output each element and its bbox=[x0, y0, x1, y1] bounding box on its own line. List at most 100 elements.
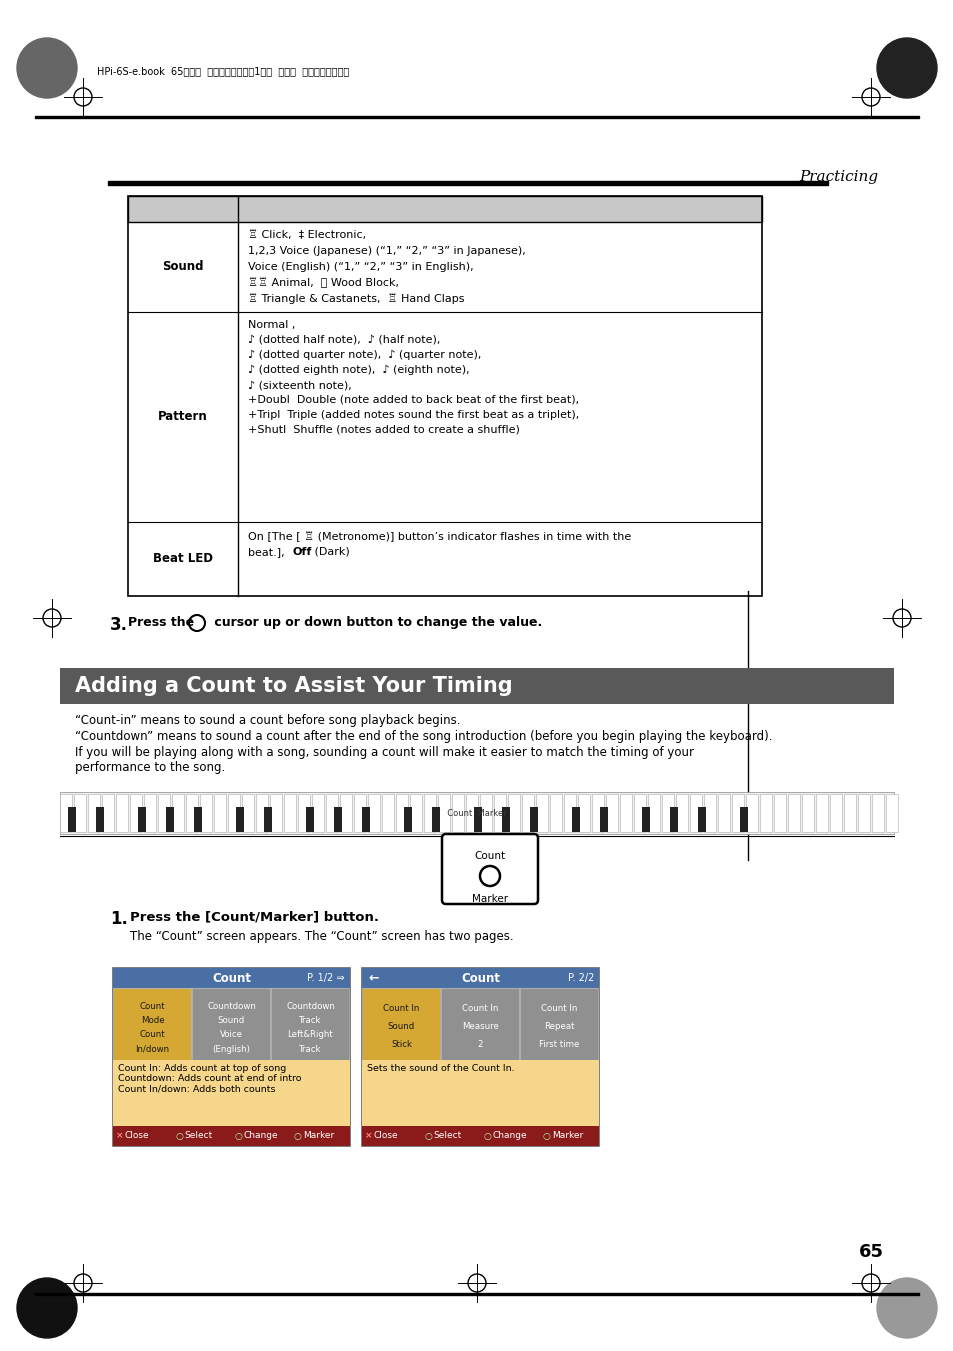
Bar bbox=[361, 807, 370, 832]
Text: Track: Track bbox=[299, 1016, 321, 1025]
Bar bbox=[313, 794, 324, 832]
Bar bbox=[774, 794, 785, 832]
Text: Count: Count bbox=[460, 971, 499, 985]
Text: 2: 2 bbox=[477, 1040, 483, 1050]
Bar bbox=[466, 794, 478, 832]
Text: P. 1/2 ⇒: P. 1/2 ⇒ bbox=[307, 973, 345, 984]
Bar bbox=[229, 794, 240, 832]
Bar bbox=[432, 807, 439, 832]
Bar bbox=[35, 115, 918, 118]
Text: (English): (English) bbox=[213, 1044, 251, 1054]
Bar bbox=[112, 969, 350, 1146]
Text: Countdown: Countdown bbox=[286, 1001, 335, 1011]
Bar bbox=[326, 794, 338, 832]
Text: ○: ○ bbox=[542, 1132, 550, 1140]
Bar bbox=[872, 794, 883, 832]
Text: Setting: Setting bbox=[248, 203, 296, 216]
Bar bbox=[858, 794, 869, 832]
Bar bbox=[641, 807, 649, 832]
Text: HPi-6S-e.book  65ページ  ２００７年１１月1９日  月曜日  午前１０晎３６分: HPi-6S-e.book 65ページ ２００７年１１月1９日 月曜日 午前１０… bbox=[97, 66, 349, 76]
Bar bbox=[186, 794, 198, 832]
Bar bbox=[788, 794, 800, 832]
Bar bbox=[592, 794, 604, 832]
Bar bbox=[830, 794, 841, 832]
Text: Press the: Press the bbox=[128, 616, 198, 630]
Bar bbox=[578, 794, 590, 832]
Text: Beat LED: Beat LED bbox=[152, 553, 213, 566]
Text: 1.: 1. bbox=[110, 911, 128, 928]
Bar bbox=[885, 794, 898, 832]
Text: Measure: Measure bbox=[461, 1023, 498, 1031]
Text: The “Count” screen appears. The “Count” screen has two pages.: The “Count” screen appears. The “Count” … bbox=[130, 929, 513, 943]
Bar bbox=[112, 1125, 350, 1146]
Bar bbox=[740, 807, 747, 832]
Bar bbox=[172, 794, 184, 832]
Text: Press the [Count/Marker] button.: Press the [Count/Marker] button. bbox=[130, 911, 378, 923]
Text: Count In: Count In bbox=[540, 1004, 578, 1013]
Bar bbox=[403, 807, 412, 832]
Text: Track: Track bbox=[299, 1044, 321, 1054]
Bar bbox=[508, 794, 520, 832]
Bar bbox=[60, 794, 72, 832]
Text: ♖♖ Animal,  ⛮ Wood Block,: ♖♖ Animal, ⛮ Wood Block, bbox=[248, 278, 398, 288]
Bar bbox=[550, 794, 562, 832]
Bar bbox=[801, 794, 814, 832]
Text: ♖ Triangle & Castanets,  ♖ Hand Claps: ♖ Triangle & Castanets, ♖ Hand Claps bbox=[248, 295, 464, 304]
Bar bbox=[242, 794, 254, 832]
Text: +Tripl  Triple (added notes sound the first beat as a triplet),: +Tripl Triple (added notes sound the fir… bbox=[248, 409, 578, 420]
Bar bbox=[264, 807, 272, 832]
Bar bbox=[530, 807, 537, 832]
Bar bbox=[271, 794, 282, 832]
Text: ○: ○ bbox=[483, 1132, 491, 1140]
Circle shape bbox=[17, 1278, 77, 1337]
Text: Marker: Marker bbox=[551, 1132, 582, 1140]
Bar bbox=[703, 794, 716, 832]
Bar bbox=[745, 794, 758, 832]
Bar bbox=[760, 794, 772, 832]
Bar bbox=[60, 792, 893, 834]
Text: ♪ (dotted eighth note),  ♪ (eighth note),: ♪ (dotted eighth note), ♪ (eighth note), bbox=[248, 365, 469, 376]
Text: Left&Right: Left&Right bbox=[287, 1031, 333, 1039]
Text: P. 2/2: P. 2/2 bbox=[567, 973, 594, 984]
Bar bbox=[102, 794, 114, 832]
Bar bbox=[452, 794, 464, 832]
Text: Mode: Mode bbox=[140, 1016, 164, 1025]
Text: ○: ○ bbox=[234, 1132, 242, 1140]
Bar bbox=[599, 807, 607, 832]
Bar bbox=[284, 794, 296, 832]
Text: Count: Count bbox=[212, 971, 251, 985]
Text: 65: 65 bbox=[858, 1243, 882, 1260]
Bar bbox=[619, 794, 632, 832]
FancyBboxPatch shape bbox=[441, 834, 537, 904]
Text: Count  Marker: Count Marker bbox=[441, 808, 512, 817]
Bar bbox=[116, 794, 129, 832]
Text: ←: ← bbox=[368, 971, 378, 985]
Text: Item: Item bbox=[138, 203, 168, 216]
Text: Pattern: Pattern bbox=[158, 411, 208, 423]
Circle shape bbox=[876, 38, 936, 99]
Text: ♪ (dotted quarter note),  ♪ (quarter note),: ♪ (dotted quarter note), ♪ (quarter note… bbox=[248, 350, 481, 361]
Bar bbox=[131, 794, 142, 832]
Text: Select: Select bbox=[184, 1132, 213, 1140]
Bar bbox=[113, 988, 192, 1061]
Bar bbox=[816, 794, 827, 832]
Bar bbox=[480, 794, 492, 832]
Text: Practicing: Practicing bbox=[798, 170, 877, 184]
Bar bbox=[634, 794, 646, 832]
Bar bbox=[298, 794, 310, 832]
Text: Close: Close bbox=[374, 1132, 398, 1140]
Text: ♖ Click,  ‡ Electronic,: ♖ Click, ‡ Electronic, bbox=[248, 230, 366, 240]
Bar bbox=[68, 807, 76, 832]
Bar bbox=[536, 794, 548, 832]
Text: Count In: Count In bbox=[462, 1004, 498, 1013]
Bar bbox=[690, 794, 701, 832]
Text: Change: Change bbox=[492, 1132, 527, 1140]
Text: 3.: 3. bbox=[110, 616, 128, 634]
Bar bbox=[661, 794, 674, 832]
Bar bbox=[112, 969, 350, 988]
Text: (Dark): (Dark) bbox=[311, 547, 350, 557]
Bar bbox=[362, 988, 440, 1061]
Text: ○: ○ bbox=[175, 1132, 183, 1140]
Text: performance to the song.: performance to the song. bbox=[75, 761, 225, 774]
Bar bbox=[564, 794, 576, 832]
